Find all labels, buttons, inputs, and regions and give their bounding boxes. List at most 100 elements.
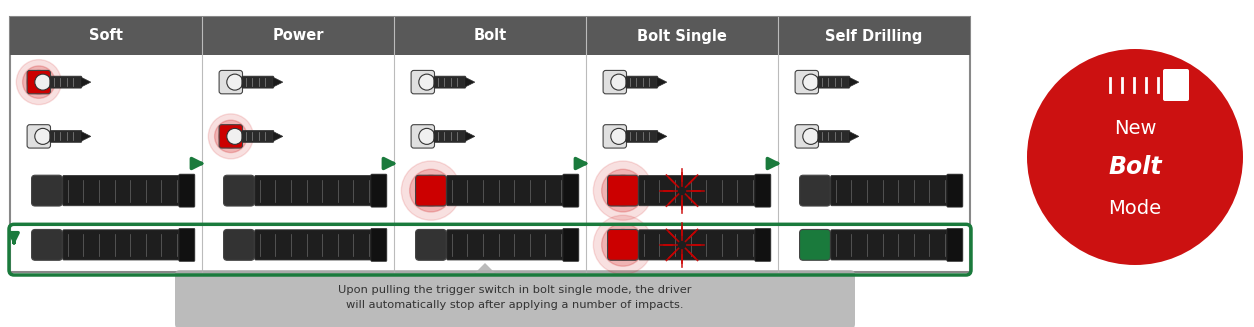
Polygon shape [465, 131, 475, 141]
FancyBboxPatch shape [31, 175, 63, 206]
Circle shape [28, 70, 50, 94]
FancyBboxPatch shape [755, 174, 771, 207]
Circle shape [35, 74, 51, 90]
FancyBboxPatch shape [638, 230, 757, 260]
Circle shape [1027, 49, 1243, 265]
FancyBboxPatch shape [947, 174, 963, 207]
FancyBboxPatch shape [50, 76, 82, 88]
Polygon shape [849, 131, 859, 141]
Circle shape [611, 129, 627, 145]
FancyBboxPatch shape [563, 174, 579, 207]
Polygon shape [465, 77, 475, 87]
FancyBboxPatch shape [446, 230, 566, 260]
Polygon shape [657, 77, 667, 87]
FancyBboxPatch shape [831, 230, 949, 260]
FancyBboxPatch shape [63, 230, 182, 260]
FancyBboxPatch shape [434, 130, 465, 142]
FancyBboxPatch shape [219, 125, 242, 148]
FancyBboxPatch shape [411, 70, 434, 94]
FancyBboxPatch shape [818, 76, 850, 88]
FancyBboxPatch shape [563, 228, 579, 261]
Circle shape [803, 74, 819, 90]
Text: Mode: Mode [1109, 199, 1161, 218]
FancyBboxPatch shape [223, 230, 255, 260]
Text: Upon pulling the trigger switch in bolt single mode, the driver
will automatical: Upon pulling the trigger switch in bolt … [339, 285, 692, 310]
FancyBboxPatch shape [603, 70, 627, 94]
Circle shape [608, 175, 638, 206]
Polygon shape [657, 131, 667, 141]
Circle shape [227, 74, 243, 90]
FancyBboxPatch shape [795, 70, 819, 94]
Circle shape [593, 215, 652, 274]
Text: Soft: Soft [89, 28, 123, 43]
Circle shape [611, 74, 627, 90]
FancyBboxPatch shape [800, 175, 830, 206]
FancyBboxPatch shape [818, 130, 850, 142]
Circle shape [227, 129, 243, 145]
Circle shape [608, 230, 638, 260]
Polygon shape [273, 131, 283, 141]
Circle shape [410, 169, 453, 212]
FancyBboxPatch shape [31, 230, 63, 260]
Circle shape [602, 169, 645, 212]
Circle shape [35, 129, 51, 145]
Circle shape [419, 74, 435, 90]
FancyBboxPatch shape [603, 125, 627, 148]
Circle shape [23, 66, 55, 98]
FancyBboxPatch shape [219, 70, 242, 94]
FancyBboxPatch shape [242, 130, 273, 142]
FancyBboxPatch shape [28, 125, 50, 148]
FancyBboxPatch shape [755, 228, 771, 261]
FancyBboxPatch shape [411, 125, 434, 148]
FancyBboxPatch shape [179, 174, 194, 207]
Circle shape [593, 161, 652, 220]
FancyBboxPatch shape [800, 230, 830, 260]
FancyBboxPatch shape [608, 175, 638, 206]
Polygon shape [80, 77, 90, 87]
FancyBboxPatch shape [371, 228, 386, 261]
FancyBboxPatch shape [63, 176, 182, 206]
Polygon shape [273, 77, 283, 87]
Circle shape [16, 60, 61, 105]
Polygon shape [80, 131, 90, 141]
FancyBboxPatch shape [947, 228, 963, 261]
FancyBboxPatch shape [831, 176, 949, 206]
Circle shape [419, 129, 435, 145]
Polygon shape [849, 77, 859, 87]
FancyBboxPatch shape [446, 176, 566, 206]
Circle shape [214, 120, 247, 153]
Circle shape [219, 125, 242, 148]
FancyBboxPatch shape [434, 76, 465, 88]
FancyBboxPatch shape [638, 176, 757, 206]
Circle shape [401, 161, 460, 220]
FancyBboxPatch shape [223, 175, 255, 206]
Text: Bolt: Bolt [1109, 155, 1161, 179]
FancyBboxPatch shape [1162, 69, 1189, 101]
FancyBboxPatch shape [179, 228, 194, 261]
FancyBboxPatch shape [28, 70, 50, 94]
FancyBboxPatch shape [10, 17, 971, 272]
Text: New: New [1114, 119, 1156, 139]
Text: Bolt: Bolt [473, 28, 507, 43]
FancyBboxPatch shape [255, 176, 374, 206]
Polygon shape [473, 263, 497, 275]
FancyBboxPatch shape [415, 230, 446, 260]
FancyBboxPatch shape [626, 130, 658, 142]
FancyBboxPatch shape [626, 76, 658, 88]
FancyBboxPatch shape [255, 230, 374, 260]
Circle shape [803, 129, 819, 145]
FancyBboxPatch shape [608, 230, 638, 260]
FancyBboxPatch shape [795, 125, 819, 148]
FancyBboxPatch shape [50, 130, 82, 142]
Text: Power: Power [272, 28, 324, 43]
Circle shape [208, 114, 253, 159]
Text: Self Drilling: Self Drilling [825, 28, 923, 43]
FancyBboxPatch shape [242, 76, 273, 88]
Circle shape [602, 224, 645, 266]
FancyBboxPatch shape [415, 175, 446, 206]
FancyBboxPatch shape [10, 17, 971, 55]
FancyBboxPatch shape [176, 270, 855, 327]
Text: Bolt Single: Bolt Single [637, 28, 727, 43]
FancyBboxPatch shape [371, 174, 386, 207]
Circle shape [415, 175, 446, 206]
